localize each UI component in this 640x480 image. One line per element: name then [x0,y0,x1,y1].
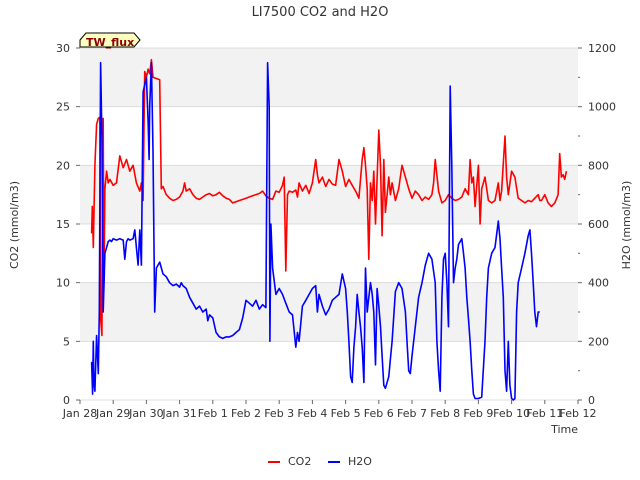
y-right-tick-label: 600 [588,218,609,231]
legend-label: CO2 [288,455,311,468]
annotation-box: TW_flux [79,32,141,49]
x-tick-label: Feb 6 [364,407,394,420]
y-left-tick-label: 10 [56,277,70,290]
y-right-tick-label: 0 [588,394,595,407]
y-right-tick-label: 1000 [588,101,616,114]
annotation-label: TW_flux [86,36,134,49]
legend: CO2 H2O [268,455,372,468]
chart-title: LI7500 CO2 and H2O [252,5,389,20]
plot-bands [80,48,578,342]
x-tick-label: Jan 30 [128,407,163,420]
plot-band [80,48,578,107]
series-line-h2o [90,61,540,401]
x-tick-label: Feb 3 [264,407,294,420]
x-tick-label: Feb 9 [463,407,493,420]
x-tick-label: Feb 10 [493,407,530,420]
legend-item-co2: CO2 [268,455,311,468]
y-left-tick-label: 20 [56,159,70,172]
y-right-tick-label: 400 [588,277,609,290]
y-right-tick-label: 800 [588,159,609,172]
series-layer [90,58,568,401]
y-left-tick-label: 15 [56,218,70,231]
x-tick-label: Feb 12 [560,407,597,420]
legend-item-h2o: H2O [328,455,372,468]
series-line-co2 [90,58,568,337]
y-right-tick-label: 1200 [588,42,616,55]
x-tick-label: Feb 2 [231,407,261,420]
gridlines [80,47,578,401]
x-tick-label: Feb 8 [430,407,460,420]
x-tick-label: Jan 31 [161,407,196,420]
y-axis-left-label: CO2 (mmol/m3) [8,181,21,269]
y-left-tick-label: 5 [63,335,70,348]
x-tick-label: Feb 1 [198,407,228,420]
x-axis-label: Time [550,423,578,436]
x-tick-label: Feb 11 [526,407,563,420]
y-axis-right-label: H2O (mmol/m3) [620,181,633,270]
y-left-tick-label: 25 [56,101,70,114]
plot-band [80,165,578,224]
x-tick-label: Jan 29 [95,407,130,420]
x-tick-label: Feb 5 [331,407,361,420]
x-tick-label: Jan 28 [62,407,97,420]
y-left-tick-label: 0 [63,394,70,407]
y-left-tick-label: 30 [56,42,70,55]
y-right-tick-label: 200 [588,335,609,348]
plot-band [80,282,578,342]
x-tick-label: Feb 7 [397,407,427,420]
x-tick-label: Feb 4 [297,407,327,420]
legend-label: H2O [348,455,372,468]
